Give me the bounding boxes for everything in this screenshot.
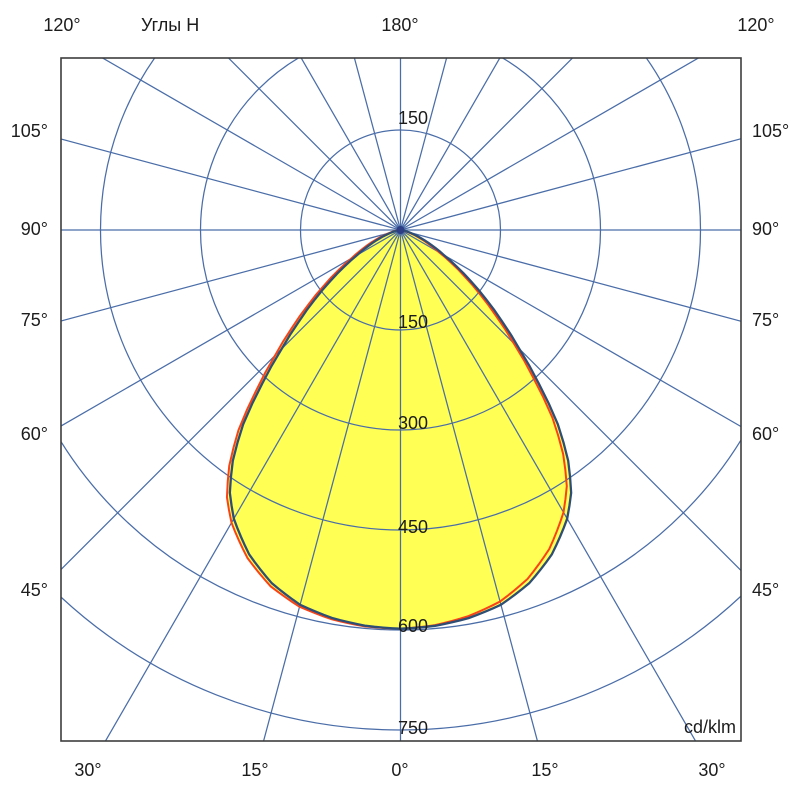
angle-label-top-left-120: 120°: [43, 15, 80, 35]
grid-ray-165: [399, 58, 448, 231]
angle-label-right-105: 105°: [752, 121, 789, 141]
angle-label-bottom-30r: 30°: [698, 760, 725, 780]
angle-label-right-45: 45°: [752, 580, 779, 600]
angle-label-right-75: 75°: [752, 310, 779, 330]
angle-label-left-60: 60°: [21, 424, 48, 444]
chart-frame: [60, 57, 742, 742]
grid-ray-195: [353, 58, 402, 231]
grid-ray-150: [399, 58, 501, 231]
grid-ray-345: [262, 229, 402, 741]
units-label: cd/klm: [684, 717, 736, 737]
grid-ray-315: [61, 229, 401, 571]
grid-ray-240: [101, 58, 401, 231]
angle-label-left-75: 75°: [21, 310, 48, 330]
radial-tick-450: 450: [398, 517, 428, 537]
grid-ray-15: [399, 229, 539, 741]
angle-label-top-right-120: 120°: [737, 15, 774, 35]
grid-ray-120: [400, 58, 700, 231]
axes-title: Углы H: [141, 15, 199, 35]
polar-center-dot: [396, 226, 405, 234]
grid-ray-225: [227, 58, 401, 231]
angle-label-left-45: 45°: [21, 580, 48, 600]
grid-ray-45: [400, 229, 741, 572]
grid-ray-30: [399, 229, 697, 741]
grid-ray-105: [400, 138, 741, 231]
grid-ray-300: [61, 229, 401, 427]
grid-ray-210: [300, 58, 402, 231]
grid-ray-330: [104, 229, 402, 741]
angle-label-bottom-15r: 15°: [531, 760, 558, 780]
intensity-curve-blue: [228, 228, 573, 630]
angle-label-top-180: 180°: [381, 15, 418, 35]
intensity-fill-area: [226, 230, 572, 629]
angle-label-right-60: 60°: [752, 424, 779, 444]
radial-tick-150: 150: [398, 312, 428, 332]
radial-tick-750: 750: [398, 718, 428, 738]
angle-label-left-90: 90°: [21, 219, 48, 239]
radial-tick-600: 600: [398, 616, 428, 636]
angle-label-left-105: 105°: [11, 121, 48, 141]
radial-tick-300: 300: [398, 413, 428, 433]
grid-ray-60: [400, 229, 741, 428]
angle-label-bottom-15l: 15°: [241, 760, 268, 780]
grid-ray-75: [400, 229, 741, 322]
angle-label-bottom-30l: 30°: [74, 760, 101, 780]
grid-ray-255: [61, 138, 401, 231]
angle-label-bottom-0: 0°: [391, 760, 408, 780]
radial-tick-150-above: 150: [398, 108, 428, 128]
angle-label-right-90: 90°: [752, 219, 779, 239]
grid-ray-285: [61, 229, 401, 322]
grid-ray-135: [400, 58, 574, 231]
